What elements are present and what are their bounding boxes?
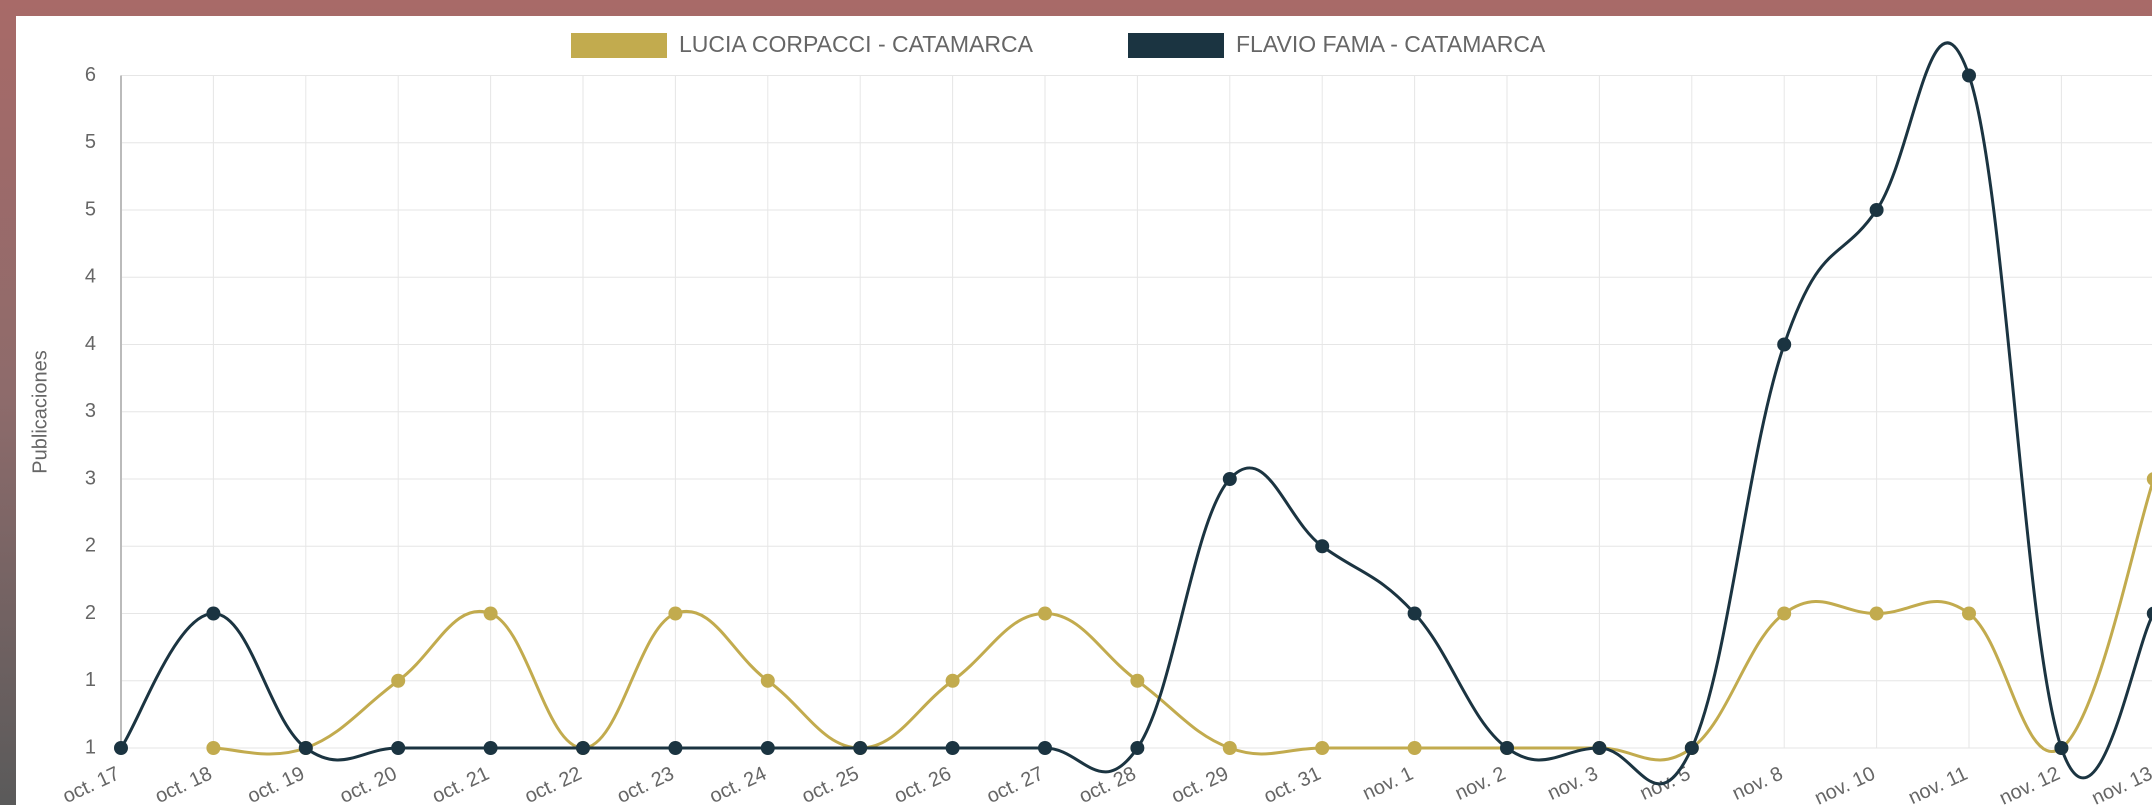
x-tick-label: nov. 2 [1452, 763, 1509, 805]
data-point [2054, 741, 2069, 755]
data-point [1500, 741, 1514, 755]
y-tick-label: 3 [85, 467, 96, 489]
data-point [1315, 741, 1330, 755]
y-tick-label: 1 [85, 736, 96, 758]
data-point [483, 606, 498, 621]
legend-swatch [1128, 33, 1224, 58]
data-point [1222, 472, 1237, 486]
x-tick-label: nov. 12 [1996, 763, 2063, 805]
x-tick-label: oct. 31 [1261, 763, 1325, 805]
x-tick-label: nov. 8 [1729, 763, 1786, 805]
legend-swatch [571, 33, 667, 58]
data-point [391, 741, 406, 755]
data-point [1038, 741, 1052, 755]
data-point [576, 741, 590, 755]
data-point [206, 741, 221, 755]
data-point [1222, 741, 1237, 755]
y-tick-label: 5 [85, 198, 96, 220]
x-tick-label: nov. 3 [1544, 763, 1601, 805]
x-tick-label: oct. 17 [59, 763, 123, 805]
y-tick-label: 6 [85, 64, 96, 86]
y-tick-label: 2 [85, 535, 96, 557]
y-tick-label: 2 [85, 602, 96, 624]
data-point [1684, 741, 1699, 755]
data-point [853, 741, 868, 755]
x-tick-label: oct. 21 [429, 763, 493, 805]
series-line [119, 41, 2152, 786]
data-point [298, 741, 313, 755]
legend-label: LUCIA CORPACCI - CATAMARCA [679, 31, 1034, 57]
x-tick-label: oct. 23 [614, 763, 678, 805]
x-tick-label: oct. 20 [337, 763, 401, 805]
x-tick-label: oct. 22 [521, 763, 585, 805]
data-point [2146, 606, 2152, 621]
x-tick-label: oct. 29 [1168, 763, 1232, 805]
y-axis-label: Publicaciones [29, 350, 51, 473]
data-point [114, 741, 128, 755]
data-point [2146, 472, 2152, 486]
y-tick-label: 1 [85, 669, 96, 691]
x-tick-label: oct. 25 [799, 763, 863, 805]
data-point [1130, 741, 1145, 755]
data-point [1407, 741, 1422, 755]
series-line [213, 479, 2152, 762]
data-point [1407, 606, 1422, 621]
data-point [1777, 606, 1792, 621]
data-point [206, 606, 221, 621]
legend-label: FLAVIO FAMA - CATAMARCA [1236, 31, 1546, 57]
data-point [1777, 337, 1792, 352]
data-point [1869, 203, 1884, 217]
data-point [668, 741, 683, 755]
data-point [1130, 673, 1145, 688]
data-point [760, 741, 775, 755]
data-point [1962, 68, 1976, 83]
data-point [945, 741, 960, 755]
x-tick-label: oct. 26 [891, 763, 955, 805]
data-point [1962, 606, 1976, 621]
data-point [760, 673, 775, 688]
x-tick-label: oct. 27 [983, 763, 1047, 805]
data-point [1038, 606, 1052, 621]
y-tick-label: 3 [85, 400, 96, 422]
data-point [1869, 606, 1884, 621]
x-tick-label: oct. 28 [1076, 763, 1140, 805]
x-tick-label: oct. 19 [244, 763, 308, 805]
x-tick-label: nov. 1 [1359, 763, 1416, 805]
x-tick-label: nov. 11 [1905, 763, 1971, 805]
y-tick-label: 4 [85, 266, 96, 288]
y-tick-label: 5 [85, 131, 96, 153]
data-point [668, 606, 683, 621]
data-point [483, 741, 498, 755]
data-point [1592, 741, 1607, 755]
chart-panel [16, 16, 2152, 805]
x-tick-label: oct. 24 [706, 763, 770, 805]
x-tick-label: nov. 10 [1811, 763, 1878, 805]
data-point [945, 673, 960, 688]
data-point [1315, 539, 1330, 554]
y-tick-label: 4 [85, 333, 96, 355]
x-tick-label: oct. 18 [152, 763, 216, 805]
data-point [391, 673, 406, 688]
